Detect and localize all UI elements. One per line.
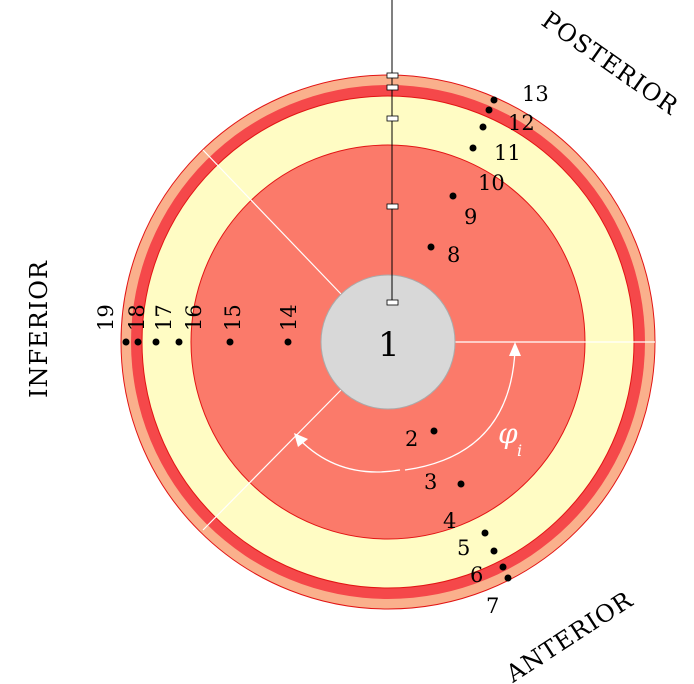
point-label: 11 (494, 141, 521, 165)
point-label: 5 (457, 536, 470, 560)
point-marker (469, 144, 477, 152)
point-marker (152, 338, 160, 346)
angle-arc-left (299, 439, 401, 473)
direction-label-inferior: INFERIOR (25, 260, 53, 398)
point-marker (490, 547, 498, 555)
point-marker (226, 338, 234, 346)
direction-label-anterior: ANTERIOR (500, 585, 638, 684)
point-marker (284, 338, 292, 346)
angle-subscript: i (517, 441, 522, 460)
point-label: 3 (424, 470, 437, 494)
point-label: 9 (464, 205, 477, 229)
probe-marker (386, 115, 399, 122)
point-marker (134, 338, 142, 346)
point-marker (449, 192, 457, 200)
direction-label-posterior: POSTERIOR (537, 6, 684, 121)
angle-symbol: φ (498, 417, 518, 450)
point-label: 19 (94, 304, 118, 331)
probe-marker (386, 203, 399, 210)
center-disc (320, 274, 456, 410)
point-marker (504, 574, 512, 582)
arrowhead-icon (509, 342, 521, 356)
point-label: 6 (470, 563, 483, 587)
point-label: 8 (447, 243, 460, 267)
point-label: 18 (125, 304, 149, 331)
point-label: 14 (277, 304, 301, 331)
point-label: 13 (522, 82, 549, 106)
point-label: 10 (478, 171, 505, 195)
point-marker (427, 243, 435, 251)
center-label: 1 (378, 325, 400, 365)
point-label: 7 (486, 594, 499, 618)
point-marker (479, 123, 487, 131)
probe-marker (386, 299, 399, 306)
point-marker (499, 563, 507, 571)
point-label: 17 (152, 304, 176, 331)
point-marker (481, 529, 489, 537)
arrowhead-icon (294, 433, 308, 447)
point-marker (175, 338, 183, 346)
point-label: 16 (182, 304, 206, 331)
divider-line-lower-left (202, 389, 342, 531)
point-label: 2 (405, 427, 418, 451)
point-label: 12 (508, 111, 535, 135)
point-marker (457, 480, 465, 488)
point-marker (490, 96, 498, 104)
points-group (122, 96, 512, 582)
angle-arc-right (404, 349, 516, 471)
probe-marker (386, 72, 399, 79)
point-label: 15 (221, 304, 245, 331)
point-label: 4 (443, 509, 456, 533)
point-marker (485, 106, 493, 114)
probe-marker (386, 84, 399, 91)
point-marker (430, 427, 438, 435)
divider-line-upper-left (202, 149, 342, 295)
point-marker (122, 338, 130, 346)
